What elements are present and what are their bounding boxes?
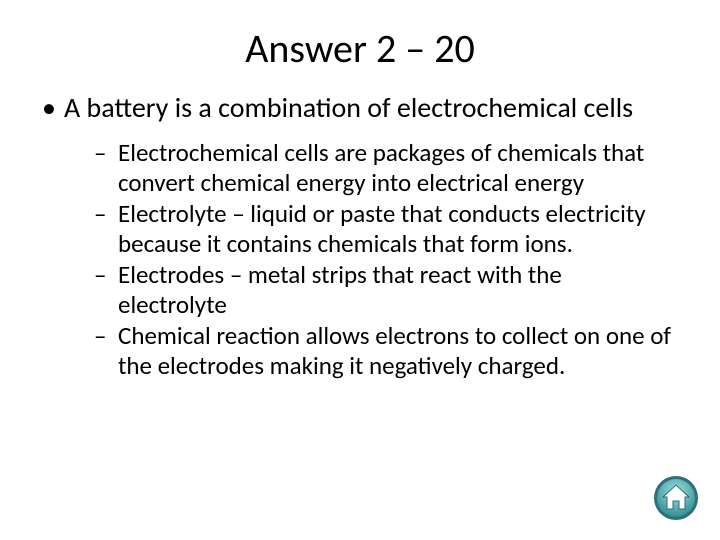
- bullet-lvl1: A battery is a combination of electroche…: [36, 91, 672, 124]
- bullet-lvl2: Chemical reaction allows electrons to co…: [94, 321, 672, 380]
- bullet-lvl2: Electrochemical cells are packages of ch…: [94, 138, 672, 197]
- home-icon: [652, 474, 700, 522]
- bullet-lvl2-group: Electrochemical cells are packages of ch…: [36, 138, 672, 380]
- slide-body: A battery is a combination of electroche…: [0, 91, 720, 380]
- slide: Answer 2 – 20 A battery is a combination…: [0, 0, 720, 540]
- bullet-lvl2: Electrodes – metal strips that react wit…: [94, 260, 672, 319]
- bullet-lvl2: Electrolyte – liquid or paste that condu…: [94, 199, 672, 258]
- page-title: Answer 2 – 20: [0, 0, 720, 91]
- home-button[interactable]: [652, 474, 700, 522]
